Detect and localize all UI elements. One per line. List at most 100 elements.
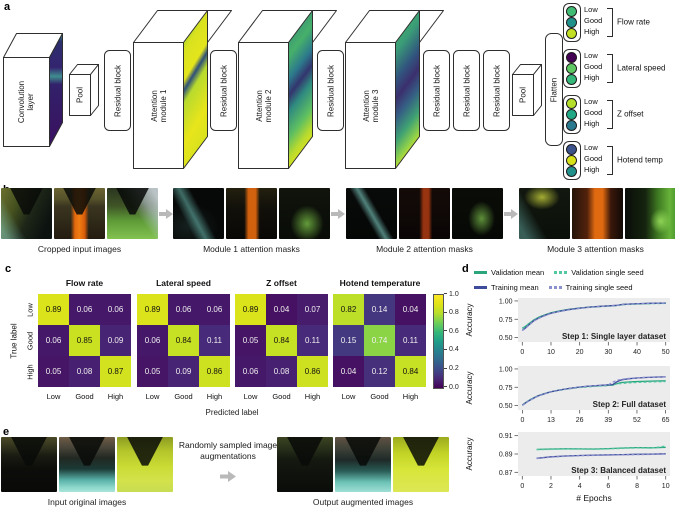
attention-module-1-label: Attention module 1 [149, 89, 168, 122]
attention-mask-image [279, 188, 330, 239]
series-line [536, 453, 666, 460]
output-group-z-offset: Low Good High Z offset [563, 95, 675, 134]
class-dot [565, 108, 577, 120]
chart-annotation: Step 3: Balanced dataset [571, 466, 666, 475]
x-tick-label: 65 [662, 417, 670, 424]
confusion-cell: 0.82 [333, 294, 364, 325]
confusion-cell: 0.12 [364, 356, 395, 387]
class-dot [565, 5, 577, 17]
colorbar-tick-label: 0.8 [444, 309, 459, 316]
class-label: Low [584, 51, 598, 60]
x-tick-label: 0 [520, 483, 524, 490]
confusion-cell: 0.04 [395, 294, 426, 325]
x-tick-label: Low [46, 392, 61, 401]
augmented-image [277, 437, 333, 492]
y-tick-label: 0.75 [499, 385, 513, 392]
class-label: High [584, 73, 600, 82]
x-axis-title: Predicted label [205, 408, 259, 417]
augmentation-text: Randomly sampled image augmentations [178, 440, 278, 461]
matrix-title: Lateral speed [156, 278, 211, 288]
class-label: Low [584, 5, 598, 14]
colorbar [433, 294, 444, 389]
accuracy-chart-step1: 1.00 0.75 0.50 0 10 20 30 40 50 Accuracy Step 1: S… [465, 298, 670, 356]
x-tick-label: 13 [547, 417, 555, 424]
series-line [522, 375, 666, 407]
confusion-cell: 0.07 [297, 294, 328, 325]
confusion-cell: 0.06 [69, 294, 100, 325]
colorbar-tick-label: 1.0 [444, 291, 459, 298]
class-dot [565, 51, 577, 63]
confusion-cell: 0.89 [137, 294, 168, 325]
output-capsule [563, 3, 581, 42]
class-dot [565, 16, 577, 28]
legend-label: Validation mean [491, 268, 545, 277]
confusion-cell: 0.84 [395, 356, 426, 387]
matrix-title: Z offset [266, 278, 297, 288]
augmented-image [335, 437, 391, 492]
x-tick-label: Good [370, 392, 389, 401]
confusion-matrix: 0.89 0.04 0.07 0.05 0.84 0.11 0.06 0.08 0.86 [235, 294, 328, 387]
output-name: Flow rate [617, 17, 650, 27]
residual-block-label-6: Residual block [492, 64, 501, 117]
colorbar-tick-label: 0.6 [444, 328, 459, 335]
confusion-cell: 0.86 [199, 356, 230, 387]
bracket [607, 8, 613, 37]
class-label: Good [584, 154, 603, 163]
bracket [607, 54, 613, 83]
input-image [107, 188, 158, 239]
augmented-image [393, 437, 449, 492]
residual-block-3 [317, 50, 344, 131]
legend-line-training-seed [548, 286, 562, 289]
output-group-hotend-temp: Low Good High Hotend temp [563, 141, 675, 180]
colorbar-tick-label: 0.4 [444, 346, 459, 353]
confusion-cell: 0.84 [168, 325, 199, 356]
class-dot [565, 143, 577, 155]
x-tick-label: 10 [547, 349, 555, 356]
class-dot [565, 97, 577, 109]
x-tick-labels: Low Good High [333, 392, 426, 401]
class-label: Low [584, 97, 598, 106]
x-tick-label: 20 [576, 349, 584, 356]
pool-label-1: Pool [75, 86, 85, 104]
x-tick-label: 26 [576, 417, 584, 424]
confusion-cell: 0.05 [137, 356, 168, 387]
y-tick-label: 0.87 [499, 470, 513, 477]
panel-a-label: a [4, 1, 11, 13]
pool-box-2 [512, 64, 542, 116]
x-tick-label: 2 [549, 483, 553, 490]
panel-b-attention-masks: b Cropped input images Module 1 attentio… [0, 184, 675, 260]
attention-mask-image [572, 188, 623, 239]
class-dot [565, 73, 577, 85]
chart-annotation: Step 2: Full dataset [593, 400, 667, 409]
x-tick-label: High [107, 392, 124, 401]
y-tick-label: Good [25, 331, 35, 350]
confusion-matrix: 0.89 0.06 0.06 0.06 0.84 0.11 0.05 0.09 0.86 [137, 294, 230, 387]
output-capsule [563, 141, 581, 180]
group-caption: Cropped input images [37, 244, 122, 254]
x-tick-label: High [402, 392, 419, 401]
confusion-cell: 0.09 [100, 325, 131, 356]
attention-mask-image [399, 188, 450, 239]
x-tick-labels: Low Good High [137, 392, 230, 401]
y-tick-label: 1.00 [499, 298, 513, 305]
class-dot [565, 27, 577, 39]
x-tick-label: 4 [578, 483, 582, 490]
pool-label-2: Pool [518, 86, 528, 104]
attention-module-3-box [345, 10, 444, 169]
input-image [1, 188, 52, 239]
confusion-cell: 0.86 [297, 356, 328, 387]
y-tick-label: 0.50 [499, 403, 513, 410]
class-label: High [584, 165, 600, 174]
pool-box-1 [69, 64, 99, 116]
residual-block-label-2: Residual block [219, 64, 228, 117]
confusion-cell: 0.89 [38, 294, 69, 325]
output-name: Lateral speed [617, 63, 666, 73]
confusion-matrix: 0.82 0.14 0.04 0.15 0.74 0.11 0.04 0.12 0.84 [333, 294, 426, 387]
output-group-lateral-speed: Low Good High Lateral speed [563, 49, 675, 88]
confusion-cell: 0.06 [137, 325, 168, 356]
x-tick-label: High [304, 392, 321, 401]
original-image [59, 437, 115, 492]
confusion-cell: 0.06 [168, 294, 199, 325]
panel-d-training-curves: d Validation mean Validation single seed… [460, 262, 675, 510]
